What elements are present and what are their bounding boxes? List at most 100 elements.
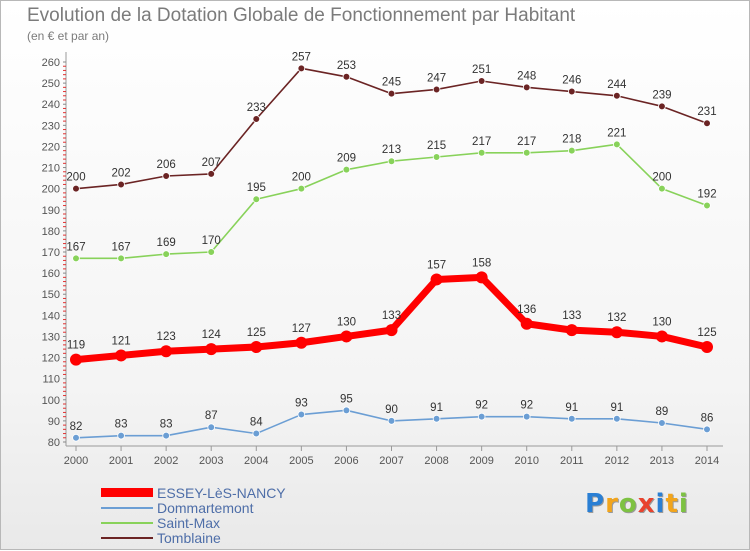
data-point-dommartemont <box>522 412 531 421</box>
data-label-essey-l-s-nancy: 132 <box>607 312 626 324</box>
data-label-saint-max: 221 <box>607 127 626 139</box>
legend-swatch <box>101 521 153 524</box>
data-label-tomblaine: 257 <box>292 51 311 63</box>
data-label-tomblaine: 248 <box>517 70 536 82</box>
data-point-tomblaine <box>252 115 261 123</box>
data-label-essey-l-s-nancy: 133 <box>382 310 401 322</box>
y-tick-label: 150 <box>42 289 60 301</box>
data-point-saint-max <box>72 254 80 263</box>
y-tick-label: 180 <box>42 226 60 238</box>
data-point-saint-max <box>432 153 441 161</box>
y-tick-label: 130 <box>42 331 60 343</box>
data-point-essey-l-s-nancy <box>430 273 443 286</box>
legend-label: Saint-Max <box>157 514 221 531</box>
x-tick-label: 2007 <box>379 455 403 467</box>
data-point-tomblaine <box>342 72 351 81</box>
data-label-dommartemont: 95 <box>340 393 353 405</box>
data-label-saint-max: 169 <box>157 237 176 249</box>
data-point-tomblaine <box>117 180 125 189</box>
data-point-dommartemont <box>342 406 351 415</box>
data-label-dommartemont: 87 <box>205 410 218 422</box>
data-label-tomblaine: 246 <box>562 75 581 87</box>
y-tick-label: 160 <box>42 268 60 280</box>
data-point-saint-max <box>207 248 216 256</box>
data-point-tomblaine <box>658 102 666 111</box>
y-tick-label: 140 <box>42 310 60 322</box>
x-tick-label: 2012 <box>605 455 629 467</box>
data-point-dommartemont <box>567 414 576 423</box>
y-tick-label: 120 <box>42 353 60 365</box>
legend-swatch <box>101 488 153 497</box>
data-point-tomblaine <box>613 91 621 100</box>
data-label-dommartemont: 83 <box>160 419 173 431</box>
legend-label: ESSEY-LèS-NANCY <box>157 484 286 501</box>
x-tick-label: 2001 <box>109 455 133 467</box>
data-point-dommartemont <box>117 431 125 440</box>
data-label-essey-l-s-nancy: 125 <box>247 327 266 339</box>
legend-swatch <box>101 506 153 509</box>
data-point-essey-l-s-nancy <box>610 326 623 339</box>
data-label-tomblaine: 202 <box>111 167 130 179</box>
data-point-dommartemont <box>297 410 306 419</box>
y-tick-label: 240 <box>42 99 60 111</box>
data-point-dommartemont <box>387 417 396 425</box>
data-label-dommartemont: 83 <box>115 419 128 431</box>
data-point-essey-l-s-nancy <box>565 324 578 337</box>
data-label-dommartemont: 91 <box>565 402 578 414</box>
y-tick-label: 90 <box>48 416 60 428</box>
data-point-saint-max <box>297 184 306 193</box>
data-point-saint-max <box>162 250 170 258</box>
data-point-saint-max <box>117 254 125 263</box>
logo-letter: t <box>665 489 679 519</box>
data-label-saint-max: 200 <box>652 172 671 184</box>
x-tick-label: 2005 <box>289 455 313 467</box>
data-point-essey-l-s-nancy <box>250 341 263 353</box>
data-label-saint-max: 218 <box>562 134 581 146</box>
data-point-saint-max <box>567 146 576 155</box>
legend-label: Tomblaine <box>157 529 221 546</box>
data-point-tomblaine <box>162 172 170 180</box>
data-point-saint-max <box>387 157 396 166</box>
data-label-essey-l-s-nancy: 157 <box>427 259 446 271</box>
data-point-dommartemont <box>72 433 80 442</box>
x-tick-label: 2002 <box>154 455 178 467</box>
data-point-dommartemont <box>658 419 666 427</box>
data-label-tomblaine: 206 <box>157 159 176 171</box>
data-point-tomblaine <box>207 170 216 178</box>
data-label-dommartemont: 90 <box>385 404 398 416</box>
data-point-tomblaine <box>522 83 531 92</box>
data-label-saint-max: 170 <box>202 235 221 247</box>
x-tick-label: 2006 <box>334 455 358 467</box>
data-point-tomblaine <box>703 119 711 128</box>
data-label-dommartemont: 82 <box>70 421 83 433</box>
data-point-tomblaine <box>72 184 80 193</box>
data-label-essey-l-s-nancy: 130 <box>652 316 671 328</box>
data-label-saint-max: 195 <box>247 182 266 194</box>
data-point-tomblaine <box>477 77 486 85</box>
y-tick-label: 230 <box>42 120 60 132</box>
data-label-essey-l-s-nancy: 119 <box>67 340 85 352</box>
data-point-essey-l-s-nancy <box>115 349 128 362</box>
data-label-tomblaine: 207 <box>202 157 221 169</box>
data-point-saint-max <box>658 184 666 193</box>
data-label-tomblaine: 233 <box>247 102 266 114</box>
data-point-essey-l-s-nancy <box>655 330 668 343</box>
data-point-saint-max <box>613 140 621 149</box>
data-label-saint-max: 200 <box>292 172 311 184</box>
x-tick-label: 2011 <box>560 455 584 467</box>
data-label-dommartemont: 93 <box>295 398 308 410</box>
legend-label: Dommartemont <box>157 499 254 516</box>
x-tick-label: 2000 <box>64 455 88 467</box>
data-point-tomblaine <box>297 64 306 73</box>
legend-item-dommartemont: Dommartemont <box>101 499 286 516</box>
y-tick-label: 110 <box>42 374 60 386</box>
data-point-essey-l-s-nancy <box>160 345 173 358</box>
logo-letter: i <box>678 489 689 519</box>
data-label-tomblaine: 200 <box>66 172 85 184</box>
data-point-dommartemont <box>477 412 486 421</box>
y-tick-label: 220 <box>42 141 60 153</box>
data-point-saint-max <box>252 195 261 204</box>
data-label-saint-max: 215 <box>427 140 446 152</box>
data-label-essey-l-s-nancy: 158 <box>472 257 491 269</box>
